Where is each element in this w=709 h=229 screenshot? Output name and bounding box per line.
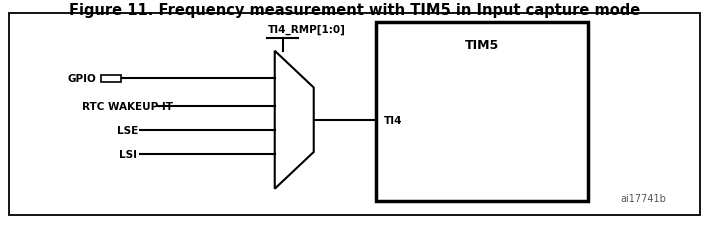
Text: Figure 11. Frequency measurement with TIM5 in Input capture mode: Figure 11. Frequency measurement with TI… (69, 3, 640, 18)
Bar (101, 76, 121, 82)
Text: TIM5: TIM5 (465, 39, 499, 52)
Text: TI4_RMP[1:0]: TI4_RMP[1:0] (268, 25, 346, 35)
Text: GPIO: GPIO (67, 74, 96, 84)
Text: LSI: LSI (119, 150, 137, 160)
Polygon shape (274, 52, 313, 189)
Text: LSE: LSE (117, 125, 138, 136)
Text: ai17741b: ai17741b (620, 193, 666, 203)
Bar (9, 14, 700, 215)
Bar (376, 23, 588, 202)
Text: TI4: TI4 (384, 115, 403, 125)
Text: RTC WAKEUP IT: RTC WAKEUP IT (82, 101, 172, 112)
